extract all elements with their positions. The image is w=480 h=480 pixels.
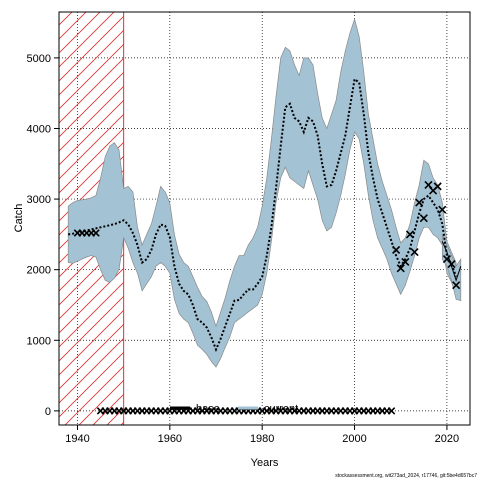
observed-catch-marker (419, 214, 428, 223)
observed-catch-marker (92, 229, 100, 237)
y-tick-label: 3000 (27, 194, 51, 206)
estimate-lines (68, 77, 462, 353)
y-tick-label: 1000 (27, 335, 51, 347)
x-tick-label: 2020 (435, 433, 459, 445)
x-tick-label: 1960 (158, 433, 182, 445)
plot-frame (58, 11, 471, 426)
observed-catch-marker (401, 257, 410, 266)
y-tick-label: 2000 (27, 265, 51, 277)
observed-catch-marker (433, 182, 442, 191)
y-tick-label: 0 (45, 406, 51, 418)
base-confidence-band (67, 17, 457, 368)
observed-catch-marker (396, 264, 405, 273)
legend-label-current: current (264, 403, 298, 415)
observed-catch-marker (405, 230, 415, 239)
observed-catch-marker (438, 205, 447, 214)
x-tick-label: 1980 (250, 433, 274, 445)
legend-label-base: base (196, 403, 220, 415)
y-axis-title: Catch (13, 204, 25, 233)
observed-catch-marker (415, 198, 424, 207)
y-tick-label: 5000 (27, 53, 51, 65)
x-axis-title: Years (251, 457, 279, 469)
x-tick-label: 1940 (65, 433, 89, 445)
observed-markers (73, 180, 461, 415)
current-estimate-line (441, 241, 462, 282)
legend: base current (170, 403, 298, 415)
observed-catch-marker (410, 247, 419, 257)
observed-catch-marker (447, 259, 456, 269)
confidence-bands (67, 17, 462, 368)
observed-catch-marker (452, 281, 461, 290)
base-estimate-line (68, 77, 458, 353)
y-tick-label: 4000 (27, 123, 51, 135)
x-tick-label: 2000 (342, 433, 366, 445)
observed-catch-marker (392, 245, 401, 254)
zero-catch-marker (387, 407, 396, 415)
footnote: stockassessment.org, wit273ad_2024, r177… (335, 473, 477, 479)
axes: 0 1000 2000 3000 4000 5000 1940 1960 1980 2000 202… (27, 53, 460, 445)
